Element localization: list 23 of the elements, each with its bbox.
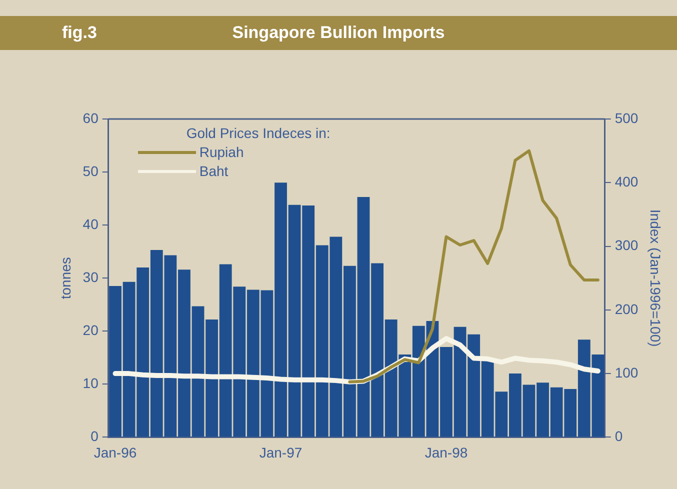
- y-tick-label: 50: [82, 162, 99, 179]
- y-tick-label: 0: [90, 428, 99, 444]
- y2-axis-title: Index (Jan-1996=100): [648, 209, 664, 347]
- y2-tick-label: 300: [614, 237, 638, 254]
- y-tick-label: 30: [82, 268, 99, 285]
- y-tick-label: 40: [82, 216, 99, 232]
- legend-title: Gold Prices Indeces in:: [186, 125, 330, 141]
- y-axis-title: tonnes: [57, 257, 74, 300]
- x-tick-label: Jan-98: [424, 444, 468, 460]
- y2-tick-label: 400: [614, 174, 638, 190]
- y-tick-label: 60: [82, 110, 99, 126]
- x-tick-label: Jan-97: [259, 444, 302, 460]
- legend-label: Rupiah: [199, 144, 244, 160]
- legend-label: Baht: [199, 163, 228, 179]
- y2-tick-label: 100: [614, 364, 638, 380]
- y2-tick-label: 500: [614, 110, 638, 126]
- y-tick-label: 10: [82, 375, 99, 392]
- y2-tick-label: 200: [614, 300, 638, 317]
- y2-tick-label: 0: [614, 428, 623, 444]
- caption: fig.3: [62, 23, 97, 43]
- x-tick-label: Jan-96: [94, 444, 137, 460]
- chart-title: Singapore Bullion Imports: [232, 23, 445, 42]
- y-tick-label: 20: [82, 322, 99, 338]
